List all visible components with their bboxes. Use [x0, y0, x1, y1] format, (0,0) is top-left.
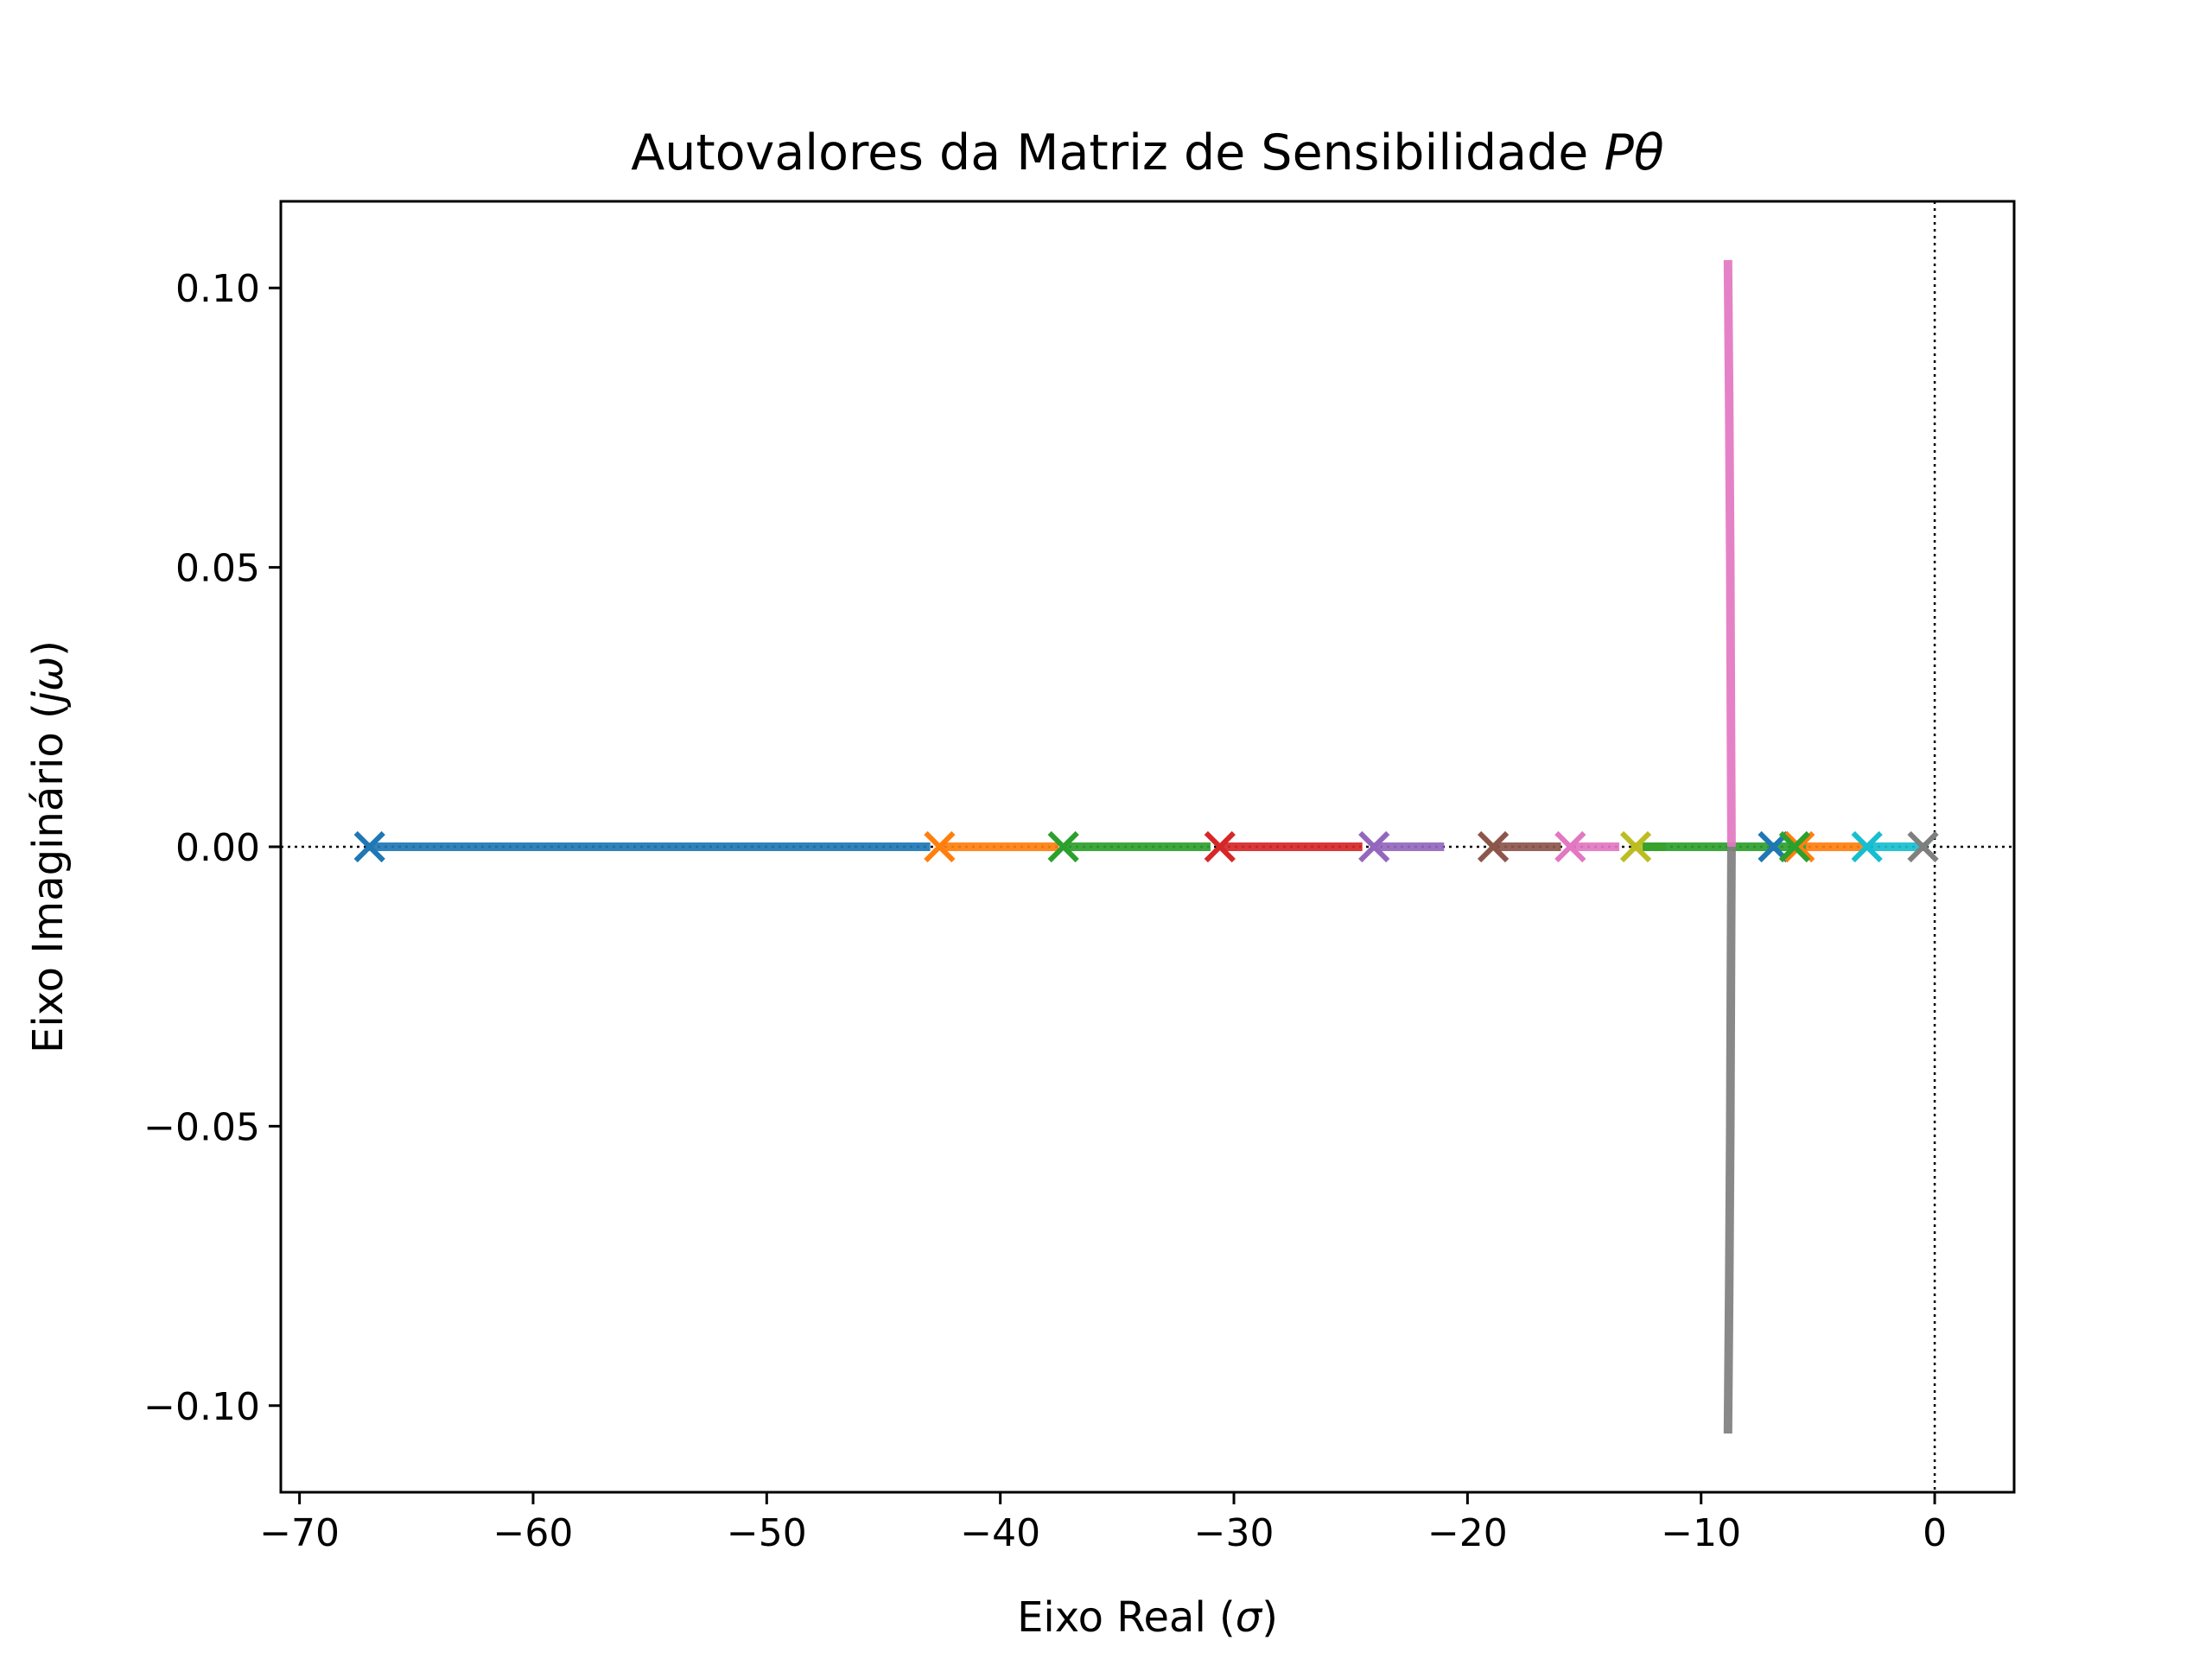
eigenvalue-marker	[1778, 830, 1810, 863]
eigenvalue-marker	[1358, 830, 1390, 863]
eigenvalue-marker	[924, 830, 956, 863]
x-tick-label: −70	[259, 1511, 340, 1555]
series-layer	[369, 259, 1928, 1434]
y-tick-label: 0.10	[175, 267, 260, 311]
y-axis-label: Eixo Imaginário (jω)	[24, 640, 73, 1053]
eigenvalue-marker	[1047, 830, 1079, 863]
x-tick-label: −60	[493, 1511, 574, 1555]
marker-layer	[353, 830, 1939, 863]
x-tick-label: −30	[1194, 1511, 1274, 1555]
x-tick-label: −20	[1427, 1511, 1508, 1555]
y-tick-label: −0.05	[143, 1105, 260, 1149]
y-tick-label: 0.00	[175, 826, 260, 870]
series-complex-lower	[1723, 846, 1736, 1434]
eigenvalue-marker	[1851, 830, 1883, 863]
y-tick-label: 0.05	[175, 547, 260, 591]
x-axis-label: Eixo Real (σ)	[1017, 1593, 1278, 1642]
eigenvalue-marker	[1619, 830, 1652, 863]
eigenvalue-marker	[1907, 830, 1939, 863]
eigenvalue-marker	[353, 830, 385, 863]
chart-title: Autovalores da Matriz de Sensibilidade P…	[631, 124, 1663, 181]
plot-area	[279, 200, 2016, 1494]
eigenvalue-marker	[1204, 830, 1236, 863]
series-complex-upper	[1723, 259, 1736, 848]
x-tick-label: 0	[1923, 1511, 1947, 1555]
x-axis-ticks: −70 −60 −50 −40 −30 −20 −10 0	[259, 1492, 1947, 1555]
eigenvalue-marker	[1477, 830, 1510, 863]
x-tick-label: −40	[960, 1511, 1040, 1555]
eigenvalue-marker	[1554, 830, 1586, 863]
eigenvalue-marker	[1783, 830, 1815, 863]
y-tick-label: −0.10	[143, 1385, 260, 1429]
y-axis-ticks: 0.10 0.05 0.00 −0.05 −0.10	[143, 267, 281, 1429]
x-tick-label: −50	[727, 1511, 807, 1555]
x-tick-label: −10	[1661, 1511, 1741, 1555]
